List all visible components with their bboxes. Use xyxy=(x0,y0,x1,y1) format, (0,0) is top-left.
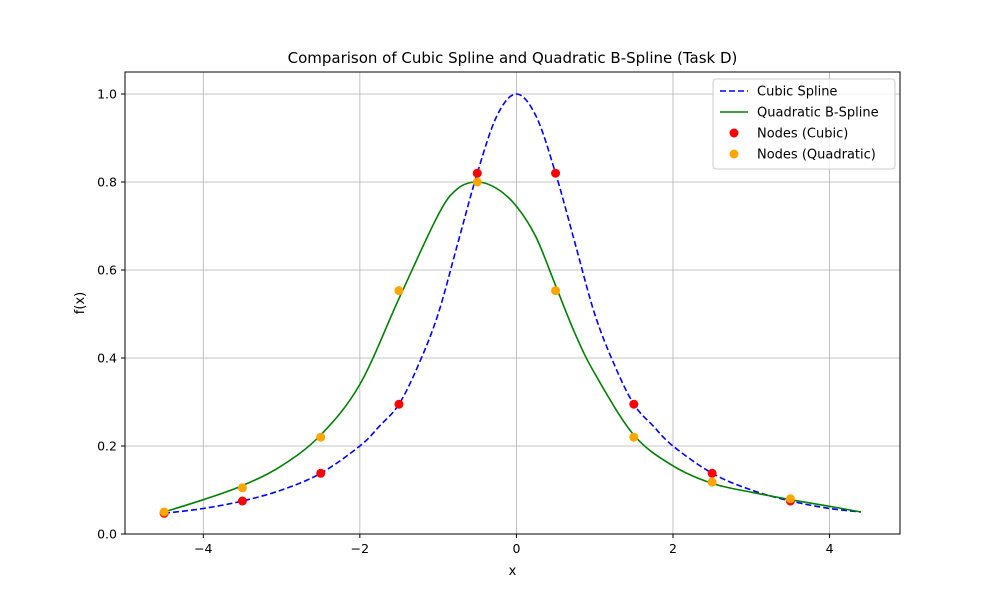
axes-frame xyxy=(124,71,901,535)
point-nodes-cubic xyxy=(472,168,482,178)
legend-label-cubic-spline: Cubic Spline xyxy=(757,85,837,100)
y-tick-label: 0.2 xyxy=(97,439,117,454)
point-nodes-quadratic xyxy=(472,177,482,187)
ticks: −4 −2 0 2 4 0.0 0.2 0.4 0.6 0.8 1.0 xyxy=(97,87,833,557)
point-nodes-quadratic xyxy=(551,286,561,296)
x-tick-label: −4 xyxy=(194,541,212,556)
point-nodes-quadratic xyxy=(394,286,404,296)
y-tick-label: 0.4 xyxy=(97,351,117,366)
point-nodes-cubic xyxy=(316,468,326,478)
y-tick-label: 0.8 xyxy=(97,175,117,190)
y-tick-label: 0.6 xyxy=(97,263,117,278)
y-tick-label: 0.0 xyxy=(97,527,117,542)
legend-label-nodes-quadratic: Nodes (Quadratic) xyxy=(757,148,876,163)
legend-swatch-nodes-cubic xyxy=(729,128,739,138)
y-axis-label: f(x) xyxy=(73,292,88,314)
y-tick-label: 1.0 xyxy=(97,87,117,102)
x-tick-label: −2 xyxy=(351,541,369,556)
point-nodes-quadratic xyxy=(629,432,639,442)
point-nodes-quadratic xyxy=(785,494,795,504)
x-axis-label: x xyxy=(509,564,517,579)
point-nodes-quadratic xyxy=(237,483,247,493)
point-nodes-quadratic xyxy=(707,477,717,487)
series-line-cubic-spline xyxy=(164,93,861,515)
series-line-quadratic-b-spline xyxy=(163,181,862,513)
legend: Cubic Spline Quadratic B-Spline Nodes (Cub… xyxy=(712,78,896,170)
point-nodes-cubic xyxy=(551,168,561,178)
point-nodes-quadratic xyxy=(159,507,169,517)
point-nodes-cubic xyxy=(707,468,717,478)
point-nodes-cubic xyxy=(237,496,247,506)
x-tick-label: 4 xyxy=(826,541,834,556)
chart-title: Comparison of Cubic Spline and Quadratic… xyxy=(288,49,738,67)
legend-swatch-nodes-quadratic xyxy=(729,149,739,159)
point-nodes-cubic xyxy=(394,399,404,409)
legend-label-quadratic-b-spline: Quadratic B-Spline xyxy=(757,106,879,121)
point-nodes-quadratic xyxy=(316,432,326,442)
plot-area xyxy=(159,93,862,518)
x-tick-label: 2 xyxy=(669,541,677,556)
point-nodes-cubic xyxy=(629,399,639,409)
legend-box xyxy=(712,78,896,170)
x-tick-label: 0 xyxy=(512,541,520,556)
legend-label-nodes-cubic: Nodes (Cubic) xyxy=(757,127,848,142)
